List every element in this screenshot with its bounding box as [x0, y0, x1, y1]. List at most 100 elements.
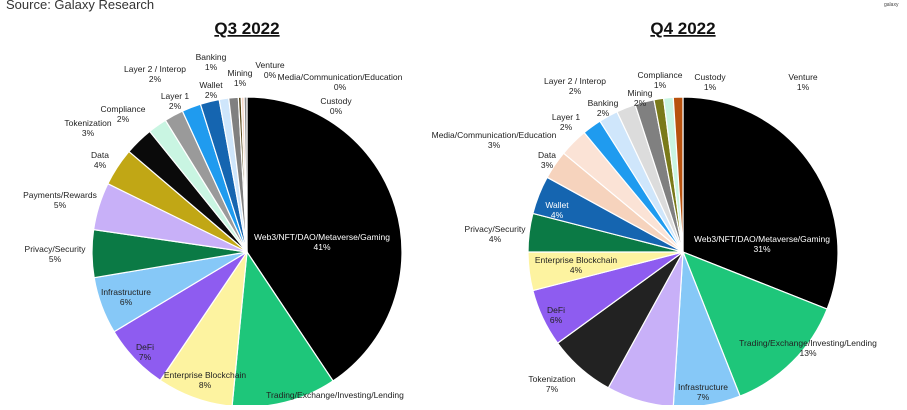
slice-value: 5% [54, 200, 67, 210]
slice-name: Compliance [101, 104, 146, 114]
slice-value: 6% [550, 315, 563, 325]
slice-label: Media/Communication/Education 3% [432, 130, 557, 150]
slice-name: Mining [227, 68, 252, 78]
slice-value: 4% [551, 210, 564, 220]
slice-value: 2% [117, 114, 130, 124]
slice-value: 1% [234, 78, 247, 88]
slice-label: Tokenization 3% [64, 118, 112, 138]
slice-label: Layer 2 / Interop 2% [544, 76, 606, 96]
slice-name: Wallet [199, 80, 223, 90]
slice-name: Compliance [638, 70, 683, 80]
slice-value: 0% [330, 106, 343, 116]
slice-value: 2% [169, 101, 182, 111]
slice-value: 6% [120, 297, 133, 307]
slice-label: Infrastructure 6% [101, 287, 151, 307]
slice-label: Banking 2% [588, 98, 619, 118]
slice-value: 2% [634, 98, 647, 108]
pie-slice [682, 96, 839, 310]
chart-title: Q4 2022 [650, 19, 715, 38]
slice-name: Media/Communication/Education [432, 130, 557, 140]
slice-value: 3% [82, 128, 95, 138]
slice-name: Layer 2 / Interop [544, 76, 606, 86]
slice-value: 7% [697, 392, 710, 402]
slice-label: Compliance 2% [101, 104, 146, 124]
slice-label: Payments/Rewards 5% [23, 190, 97, 210]
slice-label: Infrastructure 7% [678, 382, 728, 402]
slice-name: Data [91, 150, 109, 160]
slice-name: Enterprise Blockchain [164, 370, 246, 380]
slice-value: 31% [753, 244, 770, 254]
slice-name: Enterprise Blockchain [535, 255, 617, 265]
slice-name: Mining [627, 88, 652, 98]
slice-name: Data [538, 150, 556, 160]
slice-name: Layer 1 [161, 91, 190, 101]
slice-name: Tokenization [528, 374, 576, 384]
slice-name: Trading/Exchange/Investing/Lending [739, 338, 877, 348]
slice-value: 2% [205, 90, 218, 100]
slice-label: Layer 1 2% [161, 91, 190, 111]
slice-label: Wallet 2% [199, 80, 223, 100]
slice-label: Trading/Exchange/Investing/Lending [266, 390, 404, 400]
chart-title: Q3 2022 [214, 19, 279, 38]
slice-value: 2% [149, 74, 162, 84]
slice-name: Privacy/Security [25, 244, 87, 254]
slice-name: Venture [788, 72, 818, 82]
slice-value: 1% [654, 80, 667, 90]
slice-label: Data 4% [91, 150, 109, 170]
slice-label: Wallet 4% [545, 200, 569, 220]
slice-label: Privacy/Security 5% [25, 244, 87, 264]
slice-value: 1% [205, 62, 218, 72]
pie-slice [672, 96, 684, 253]
slice-name: Web3/NFT/DAO/Metaverse/Gaming [694, 234, 830, 244]
slice-label: Enterprise Blockchain 8% [164, 370, 246, 390]
slice-name: Banking [588, 98, 619, 108]
slice-name: Banking [196, 52, 227, 62]
slice-name: Layer 2 / Interop [124, 64, 186, 74]
slice-label: Layer 2 / Interop 2% [124, 64, 186, 84]
slice-name: Tokenization [64, 118, 112, 128]
slice-label: Compliance 1% [638, 70, 683, 90]
slice-name: Infrastructure [678, 382, 728, 392]
slice-value: 0% [264, 70, 277, 80]
slice-label: Venture 0% [255, 60, 285, 80]
logo: galaxy [884, 2, 899, 8]
slice-label: Media/Communication/Education 0% [278, 72, 403, 92]
slice-name: DeFi [547, 305, 565, 315]
slice-value: 2% [597, 108, 610, 118]
slice-name: Infrastructure [101, 287, 151, 297]
slice-name: Custody [694, 72, 726, 82]
slice-label: Trading/Exchange/Investing/Lending 13% [739, 338, 877, 358]
slice-value: 2% [560, 122, 573, 132]
slice-label: Banking 1% [196, 52, 227, 72]
source: Source: Galaxy Research [6, 0, 154, 12]
slice-name: Wallet [545, 200, 569, 210]
slice-value: 5% [49, 254, 62, 264]
slice-value: 3% [541, 160, 554, 170]
pie-slice [243, 96, 248, 253]
slice-name: Layer 1 [552, 112, 581, 122]
slice-label: Data 3% [538, 150, 556, 170]
slice-value: 0% [334, 82, 347, 92]
slice-label: DeFi 6% [547, 305, 565, 325]
slice-value: 1% [797, 82, 810, 92]
slice-name: Venture [255, 60, 285, 70]
slice-label: Web3/NFT/DAO/Metaverse/Gaming 31% [694, 234, 830, 254]
slice-label: Layer 1 2% [552, 112, 581, 132]
slice-value: 2% [569, 86, 582, 96]
slice-value: 4% [489, 234, 502, 244]
slice-name: Trading/Exchange/Investing/Lending [266, 390, 404, 400]
slice-label: DeFi 7% [136, 342, 154, 362]
slice-value: 13% [799, 348, 816, 358]
slice-value: 7% [546, 384, 559, 394]
slice-value: 4% [94, 160, 107, 170]
slice-value: 4% [570, 265, 583, 275]
slice-value: 41% [313, 242, 330, 252]
slice-value: 8% [199, 380, 212, 390]
pie-slice [681, 250, 828, 397]
slice-value: 3% [488, 140, 501, 150]
slice-label: Custody 0% [320, 96, 352, 116]
slice-name: Web3/NFT/DAO/Metaverse/Gaming [254, 232, 390, 242]
slice-label: Mining 1% [227, 68, 252, 88]
